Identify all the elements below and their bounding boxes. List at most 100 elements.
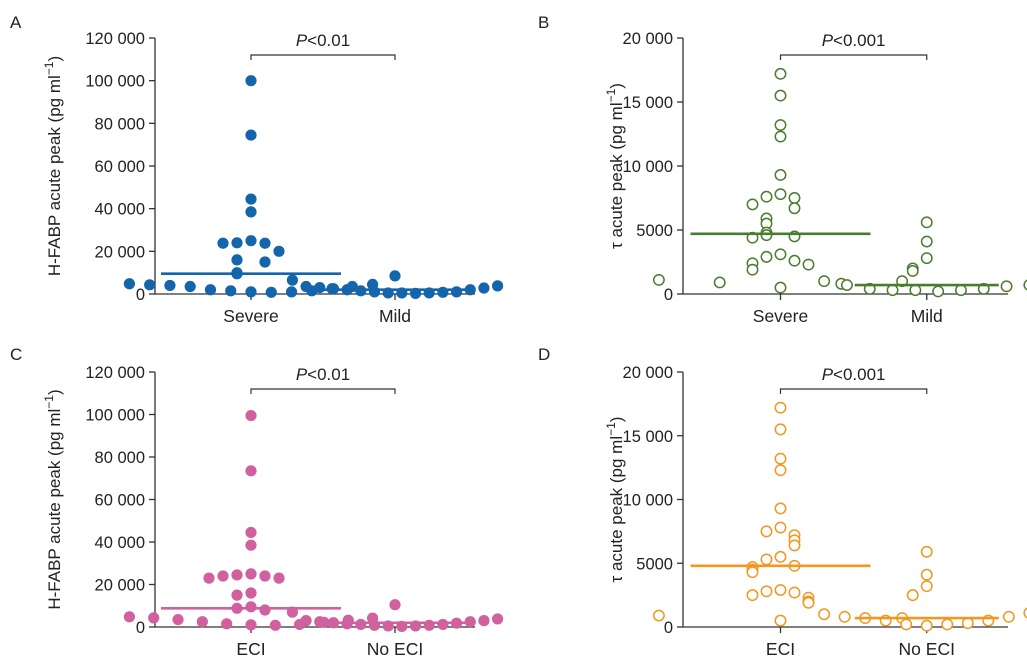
significance-value: <0.001 [833,31,885,50]
y-axis-title-end: ) [45,389,64,395]
panel-c: C H-FABP acute peak (pg ml−1) 0 20 000 40 00… [10,345,504,659]
data-point [245,286,257,298]
data-point [285,286,298,298]
x-tick-label: Severe [753,306,808,326]
data-point [259,570,271,582]
y-axis-title-end: ) [45,56,64,62]
panel-letter: A [10,13,22,32]
y-tick-label: 20 000 [623,30,673,48]
y-axis-title-main: H-FABP acute peak (pg ml [45,409,64,610]
y-tick-label: 10 000 [623,158,673,176]
significance-p: P [296,31,308,50]
data-point [231,254,243,266]
data-point [300,280,312,293]
data-point [774,67,787,80]
data-point [774,188,787,201]
data-point [478,282,490,294]
data-point [245,601,257,613]
data-point [746,566,759,579]
y-tick-label: 20 000 [623,364,673,382]
y-tick-label: 100 000 [85,73,145,91]
data-point [225,285,237,297]
significance-p: P [296,365,308,384]
data-point [788,586,801,599]
y-axis-title: τ acute peak (pg ml−1) [604,83,626,249]
data-point [221,618,233,630]
data-point [231,237,243,249]
data-point [1000,280,1013,293]
y-tick-label: 100 000 [85,407,145,425]
panel-d: Dτ acute peak (pg ml−1) 0 5000 10 000 15 000… [538,345,1027,659]
y-tick-label: 20 000 [95,577,145,595]
data-point [652,609,665,622]
data-point [144,279,156,291]
data-point [746,198,759,211]
data-point [123,611,135,623]
data-point [788,192,801,204]
data-point [1023,279,1027,291]
panel-letter: C [10,345,22,364]
series-eci [652,401,909,627]
x-tick-label: No ECI [899,639,955,659]
data-point [886,284,899,297]
panel-letter: B [538,13,549,32]
y-tick-label: 15 000 [623,428,673,446]
data-point [920,619,933,632]
data-point [961,617,974,630]
significance-bracket [250,54,396,60]
data-point [760,553,773,566]
data-point [1023,607,1027,619]
y-tick-label: 0 [664,286,673,304]
data-point [259,604,271,616]
y-tick-label: 5000 [636,222,673,240]
data-point [286,274,298,286]
data-point [245,568,257,580]
data-point [491,280,504,292]
x-tick-label: Mild [911,306,943,326]
y-axis-title: τ acute peak (pg ml−1) [604,417,626,583]
data-point [818,608,831,621]
data-point [841,279,853,291]
data-point [920,568,933,581]
y-tick-label: 40 000 [95,534,145,552]
data-point [245,129,257,141]
data-point [788,202,801,215]
data-point [774,401,787,414]
y-axis-title-main: τ acute peak (pg ml [607,102,626,249]
y-tick-label: 80 000 [95,115,145,133]
data-point [713,276,726,289]
data-point [437,618,449,631]
data-point [217,237,229,249]
data-point [314,281,326,294]
y-tick-label: 20 000 [95,243,145,261]
data-point [774,452,787,465]
data-point [774,550,787,563]
data-point [932,285,945,298]
data-point [802,258,815,271]
x-tick-label: ECI [236,639,265,659]
y-tick-label: 5000 [636,555,673,573]
data-point [760,250,773,263]
data-point [286,606,298,618]
y-axis-title-superscript: −1 [42,61,56,75]
significance-bracket [779,54,928,60]
series-severe [652,67,909,294]
data-point [774,119,787,131]
series-severe [123,75,379,298]
data-point [760,525,773,538]
data-point [774,614,787,627]
y-tick-label: 0 [136,619,145,637]
data-point [203,572,215,584]
data-point [774,89,787,102]
data-point [389,270,401,282]
data-point [300,615,312,627]
data-point [746,589,759,602]
series-no-eci [818,545,1027,632]
data-point [746,263,759,276]
data-point [245,409,257,422]
data-point [774,423,787,436]
y-tick-label: 60 000 [95,492,145,510]
data-point [1002,610,1015,623]
y-axis-title-superscript: −1 [604,88,618,102]
significance-value: <0.01 [307,31,350,50]
